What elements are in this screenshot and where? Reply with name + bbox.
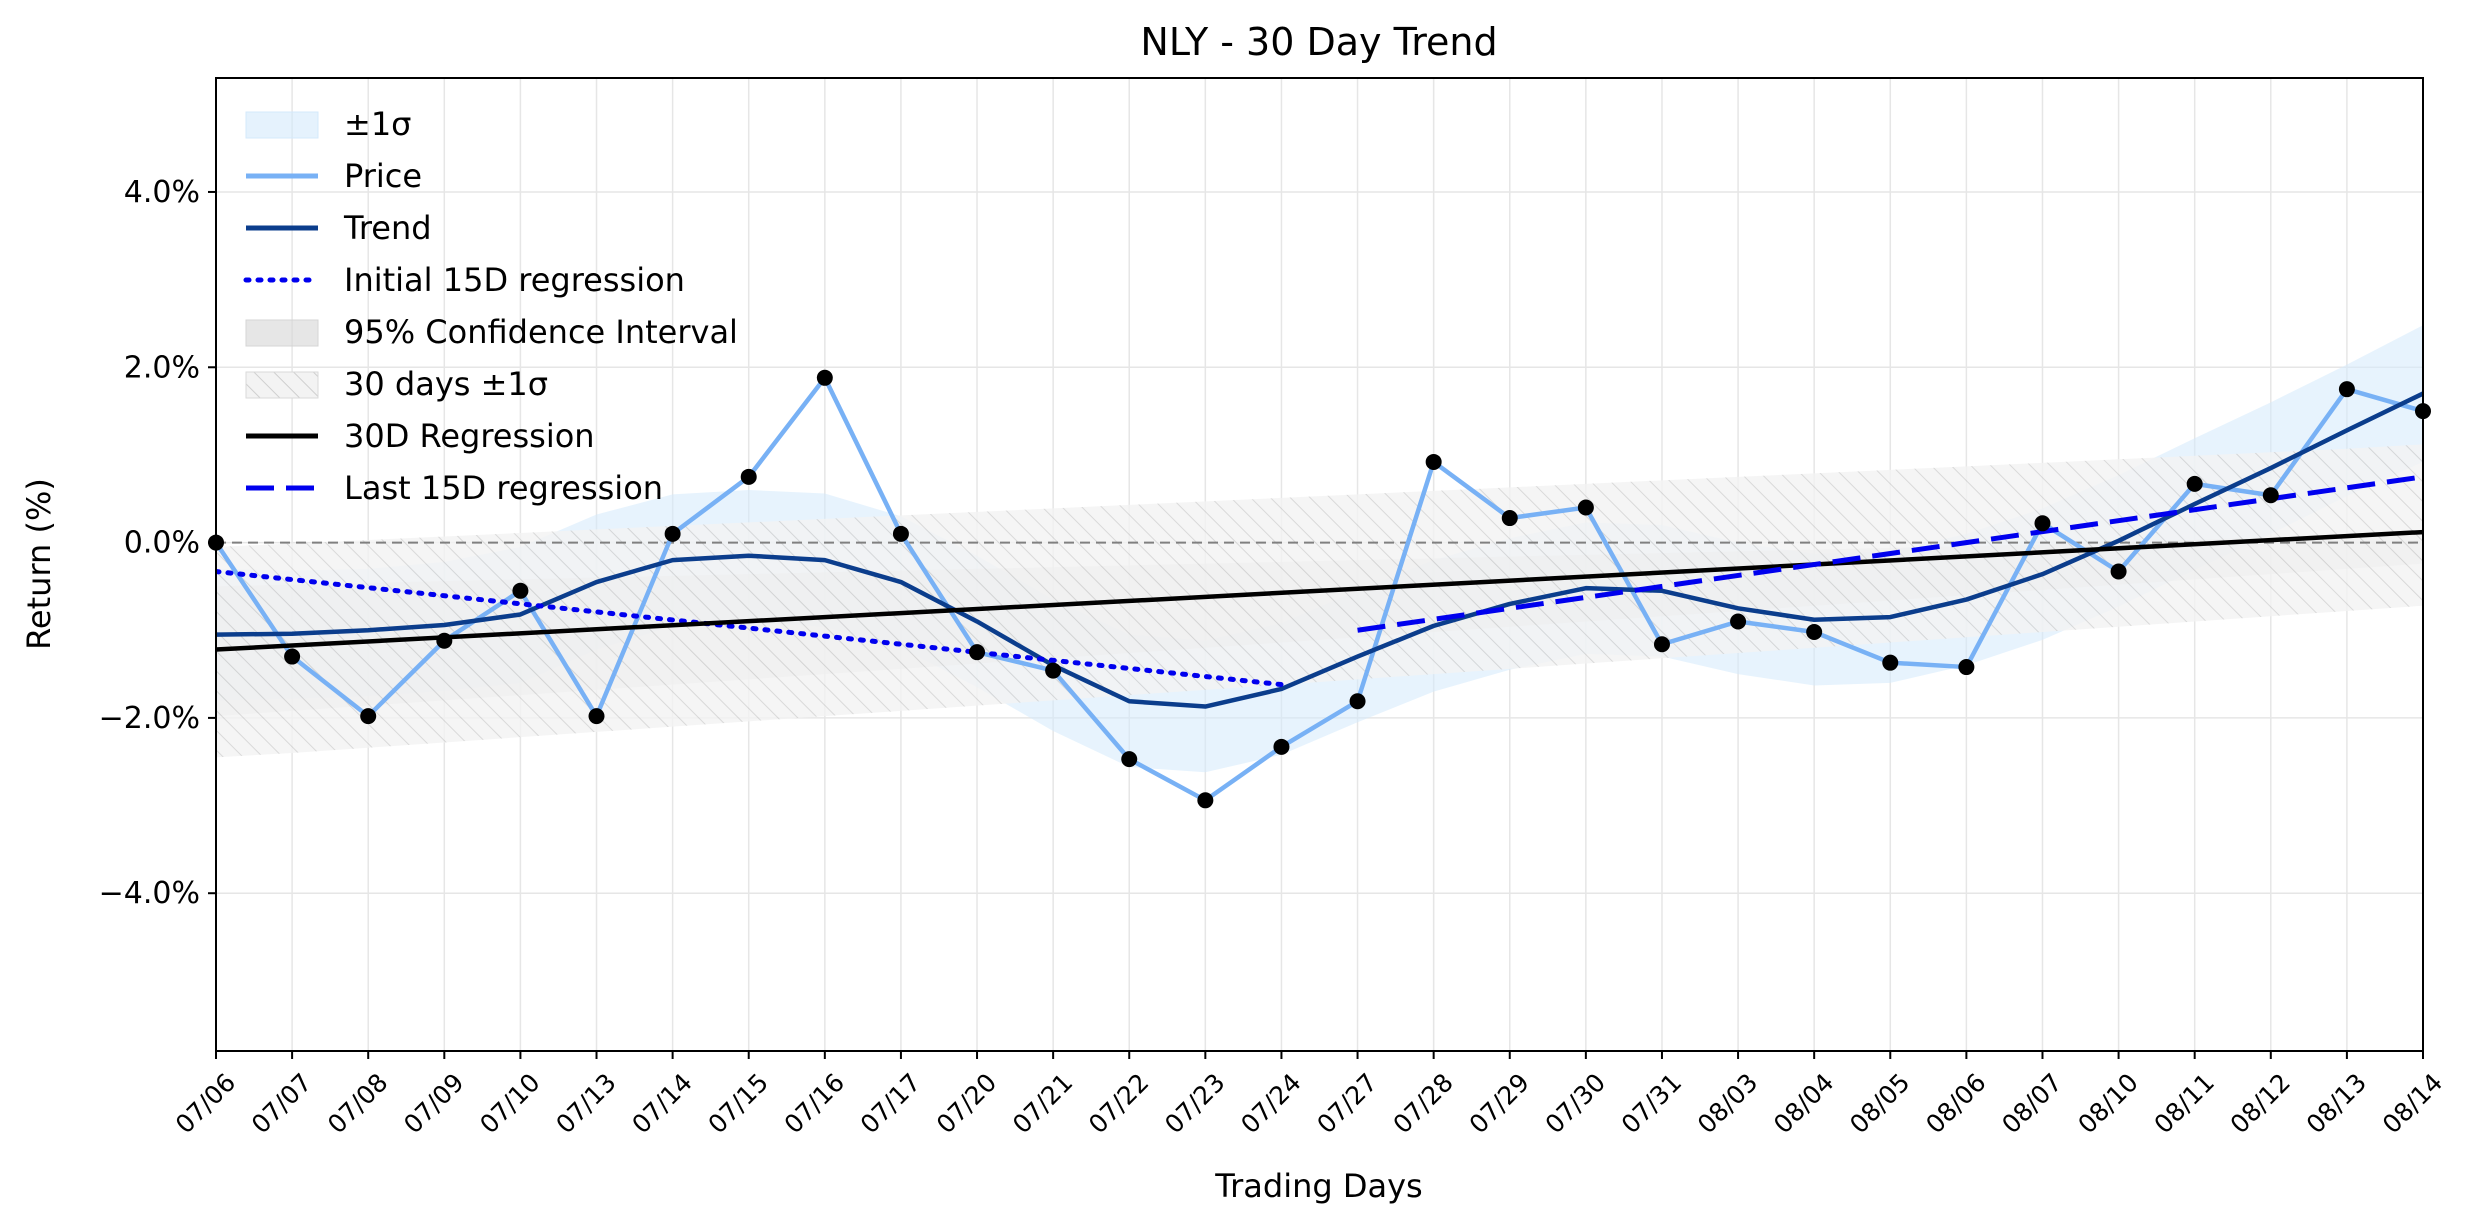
series-lines (216, 375, 2423, 803)
price-point (2262, 487, 2279, 504)
price-point (1349, 693, 1366, 710)
price-point (2110, 563, 2127, 580)
price-point (1882, 654, 1899, 671)
price-point (1577, 499, 1594, 516)
x-tick-label: 07/06 (170, 1068, 241, 1139)
band-30-days-1 (216, 444, 2423, 758)
x-tick-label: 08/03 (1692, 1068, 1763, 1139)
x-tick-label: 08/05 (1844, 1068, 1915, 1139)
x-tick-label: 08/07 (1996, 1068, 2067, 1139)
x-tick-label: 08/04 (1768, 1068, 1839, 1139)
x-tick-label: 08/11 (2148, 1068, 2219, 1139)
price-point (1958, 659, 1975, 676)
x-tick-label: 08/06 (1920, 1068, 1991, 1139)
price-point (1653, 636, 1670, 653)
x-tick-label: 07/20 (931, 1068, 1002, 1139)
x-tick-label: 07/07 (246, 1068, 317, 1139)
line-trend (216, 391, 2423, 709)
x-tick-label: 07/14 (626, 1068, 697, 1139)
price-point (588, 708, 605, 725)
y-tick-label: 2.0% (124, 350, 200, 385)
x-tick-label: 07/30 (1540, 1068, 1611, 1139)
line-initial-15d-regression (216, 569, 1284, 688)
price-point (664, 525, 681, 542)
legend-label: 30D Regression (344, 417, 595, 455)
price-point (816, 369, 833, 386)
legend-label: 30 days ±1σ (344, 365, 548, 403)
legend-label: Initial 15D regression (344, 261, 685, 299)
x-tick-label: 08/10 (2072, 1068, 2143, 1139)
y-axis-ticks: −4.0% −2.0% 0.0% 2.0% 4.0% (99, 175, 216, 911)
legend-label: Trend (343, 209, 432, 247)
price-point (1121, 751, 1138, 768)
bands (216, 325, 2423, 773)
price-point (1730, 613, 1747, 630)
x-tick-label: 08/13 (2301, 1068, 2372, 1139)
legend-label: ±1σ (344, 105, 411, 143)
legend: ±1σ Price Trend Initial 15D regression 95% C… (243, 105, 738, 507)
x-tick-label: 08/14 (2377, 1068, 2448, 1139)
y-tick-label: −4.0% (99, 876, 200, 911)
x-tick-label: 07/23 (1159, 1068, 1230, 1139)
price-point (360, 708, 377, 725)
x-tick-label: 07/16 (779, 1068, 850, 1139)
price-point (1197, 792, 1214, 809)
price-point (969, 644, 986, 661)
price-point (1425, 453, 1442, 470)
x-axis-ticks: 07/06 07/07 07/08 07/09 07/10 07/13 07/14 07/15… (170, 1051, 2448, 1139)
x-tick-label: 07/24 (1235, 1068, 1306, 1139)
price-point (1806, 623, 1823, 640)
price-point (1045, 662, 1062, 679)
y-axis-label: Return (%) (20, 478, 58, 650)
y-tick-label: 4.0% (124, 175, 200, 210)
x-tick-label: 07/22 (1083, 1068, 1154, 1139)
x-tick-label: 07/15 (703, 1068, 774, 1139)
price-point (892, 525, 909, 542)
legend-label: Last 15D regression (344, 469, 663, 507)
legend-swatch (245, 371, 319, 399)
x-tick-label: 07/31 (1616, 1068, 1687, 1139)
price-point (2186, 475, 2203, 492)
band-1 (216, 325, 2423, 773)
x-tick-label: 07/27 (1311, 1068, 1382, 1139)
line-last-15d-regression (1357, 474, 2423, 633)
line-30d-regression (216, 529, 2423, 652)
x-tick-label: 07/17 (855, 1068, 926, 1139)
y-tick-label: 0.0% (124, 526, 200, 561)
x-axis-label: Trading Days (1214, 1167, 1422, 1205)
price-point (740, 468, 757, 485)
x-tick-label: 08/12 (2225, 1068, 2296, 1139)
x-tick-label: 07/10 (474, 1068, 545, 1139)
price-markers (208, 369, 2431, 809)
price-point (1273, 738, 1290, 755)
price-point (284, 648, 301, 665)
price-point (512, 582, 529, 599)
plot-frame (215, 77, 2424, 1052)
price-point (1501, 510, 1518, 527)
chart-title: NLY - 30 Day Trend (1140, 20, 1497, 64)
legend-label: 95% Confidence Interval (344, 313, 738, 351)
x-tick-label: 07/13 (550, 1068, 621, 1139)
y-tick-label: −2.0% (99, 701, 200, 736)
legend-swatch (245, 319, 319, 347)
x-tick-label: 07/08 (322, 1068, 393, 1139)
price-point (2034, 515, 2051, 532)
legend-swatch (245, 111, 319, 139)
price-point (436, 632, 453, 649)
price-point (2338, 381, 2355, 398)
legend-label: Price (344, 157, 422, 195)
x-tick-label: 07/28 (1387, 1068, 1458, 1139)
x-tick-label: 07/21 (1007, 1068, 1078, 1139)
x-tick-label: 07/09 (398, 1068, 469, 1139)
x-tick-label: 07/29 (1464, 1068, 1535, 1139)
